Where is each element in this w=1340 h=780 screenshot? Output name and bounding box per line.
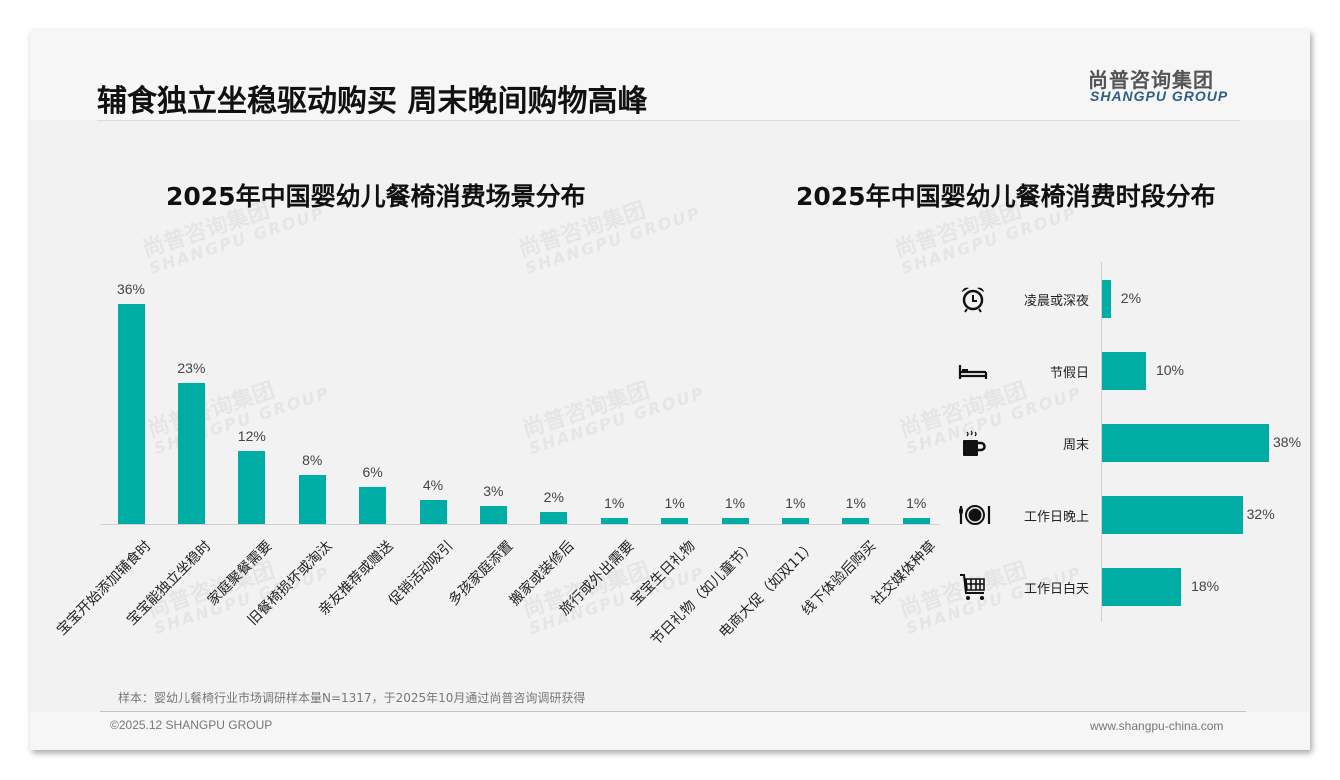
- data-label: 1%: [906, 494, 927, 511]
- page-title: 辅食独立坐稳驱动购买 周末晚间购物高峰: [97, 84, 648, 119]
- data-label: 18%: [1191, 578, 1220, 594]
- plate-cutlery-icon: [958, 500, 991, 530]
- bar: [661, 517, 689, 524]
- bar: [1102, 424, 1269, 462]
- bed-icon: [958, 356, 988, 386]
- bar: [298, 475, 326, 524]
- data-label: 6%: [362, 464, 383, 481]
- bar: [359, 487, 387, 524]
- bar: [1102, 568, 1182, 606]
- logo-chinese: 尚普咨询集团: [1088, 68, 1214, 92]
- logo-english: SHANGPU GROUP: [1090, 88, 1229, 104]
- footer-divider: [100, 711, 1246, 712]
- bar: [177, 383, 205, 524]
- category-label: 节假日: [1049, 366, 1089, 381]
- data-label: 12%: [237, 427, 266, 444]
- data-label: 32%: [1246, 506, 1275, 522]
- data-label: 4%: [422, 476, 444, 493]
- data-label: 1%: [785, 494, 806, 511]
- content-area: [30, 120, 1310, 712]
- x-axis-line: [100, 524, 940, 525]
- bar: [419, 499, 447, 524]
- data-label: 23%: [177, 360, 206, 377]
- data-label: 1%: [724, 494, 746, 511]
- data-label: 8%: [302, 452, 323, 469]
- data-label: 1%: [664, 494, 685, 511]
- time-chart-title: 2025年中国婴幼儿餐椅消费时段分布: [796, 182, 1216, 211]
- data-label: 10%: [1155, 362, 1184, 378]
- data-label: 2%: [1120, 290, 1142, 306]
- website-link[interactable]: www.shangpu-china.com: [1090, 719, 1224, 733]
- bar: [1102, 352, 1146, 390]
- bar: [238, 450, 266, 524]
- data-label: 2%: [543, 488, 564, 505]
- category-label: 周末: [1062, 438, 1089, 453]
- bar: [479, 505, 507, 524]
- data-label: 1%: [845, 494, 866, 511]
- bar: [721, 517, 749, 524]
- shopping-cart-icon: [958, 572, 988, 602]
- bar: [117, 304, 145, 524]
- bar: [781, 517, 809, 524]
- header-divider: [97, 120, 1240, 121]
- bar: [600, 517, 628, 524]
- category-label: 工作日晚上: [1023, 510, 1089, 525]
- bar: [1102, 280, 1111, 318]
- alarm-clock-icon: [958, 284, 988, 314]
- bar: [842, 517, 870, 524]
- category-label: 工作日白天: [1023, 582, 1089, 597]
- copyright: ©2025.12 SHANGPU GROUP: [110, 718, 273, 732]
- data-label: 38%: [1273, 434, 1302, 450]
- bar: [902, 517, 930, 524]
- data-label: 36%: [116, 281, 146, 297]
- data-label: 3%: [483, 482, 504, 499]
- sample-note: 样本：婴幼儿餐椅行业市场调研样本量N=1317，于2025年10月通过尚普咨询调…: [118, 691, 586, 705]
- coffee-mug-icon: [958, 428, 988, 458]
- y-axis-line: [1101, 262, 1102, 622]
- bar: [540, 511, 568, 524]
- data-label: 1%: [604, 494, 625, 511]
- category-label: 凌晨或深夜: [1023, 294, 1089, 309]
- scene-chart-title: 2025年中国婴幼儿餐椅消费场景分布: [166, 182, 586, 211]
- bar: [1102, 496, 1243, 534]
